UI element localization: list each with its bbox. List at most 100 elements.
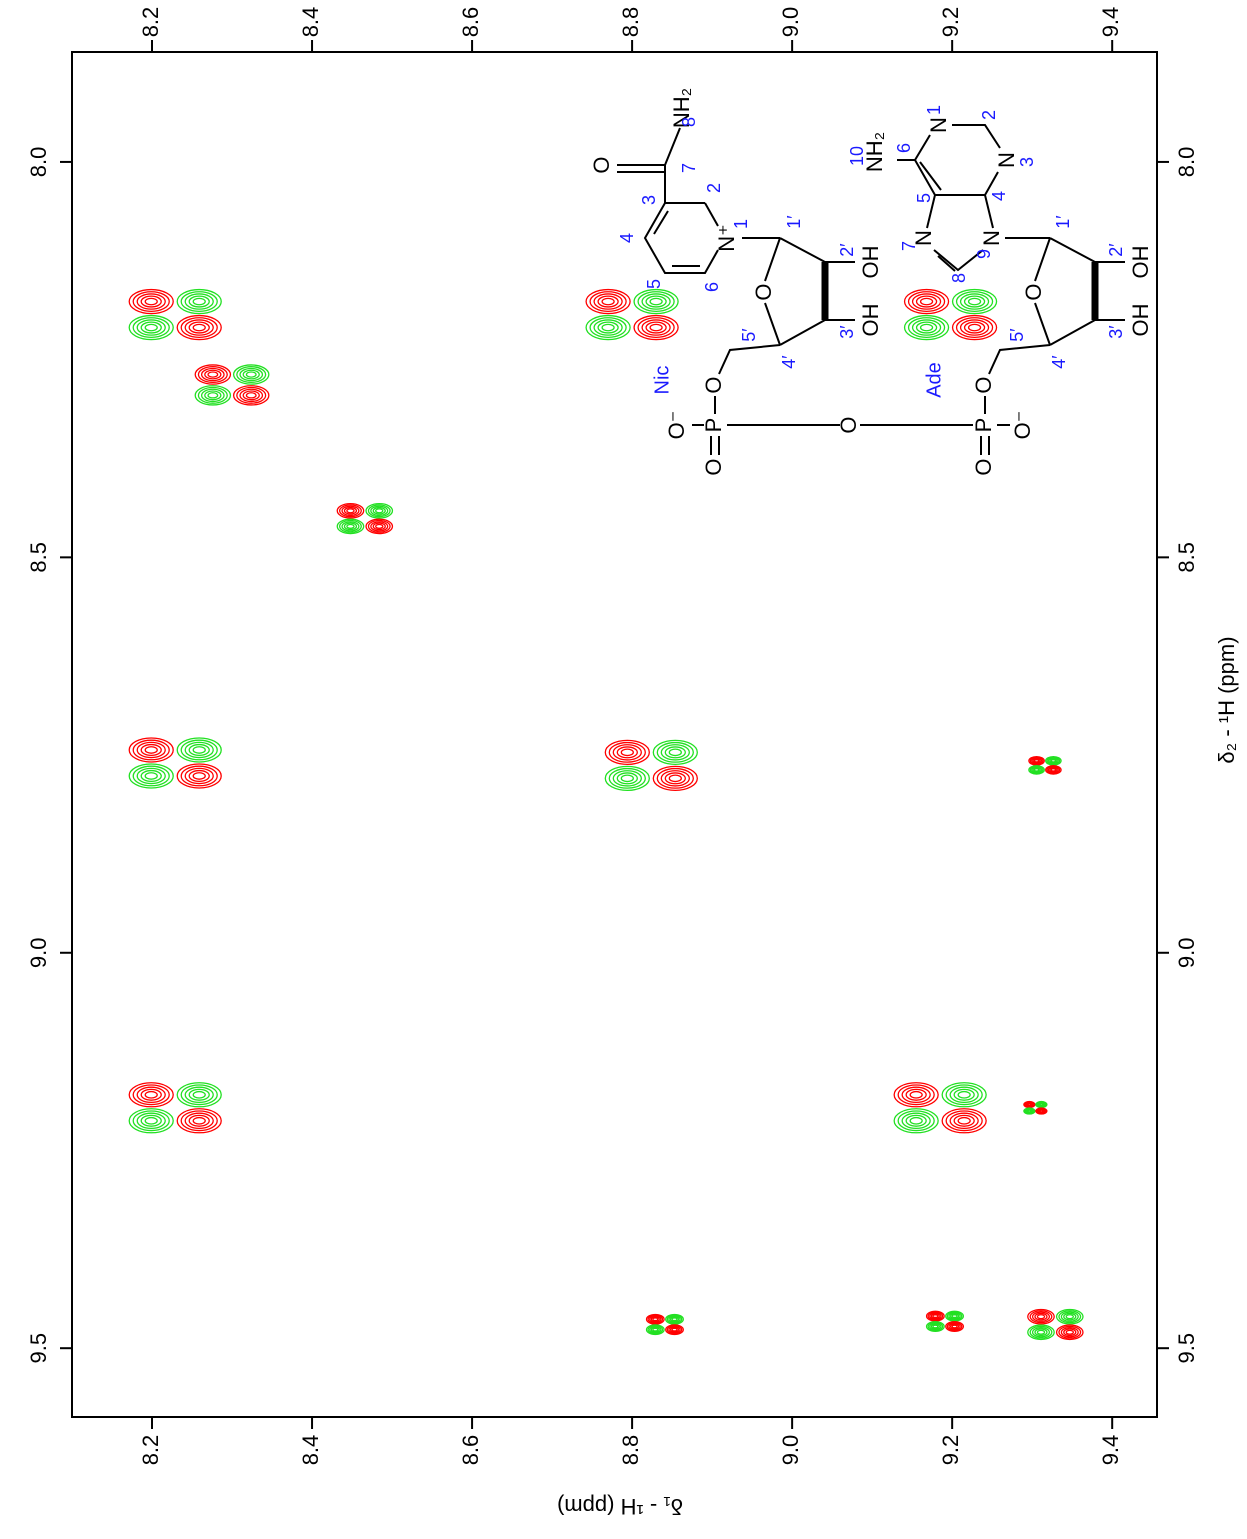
contour — [955, 291, 994, 313]
contour — [1034, 1328, 1048, 1337]
contour — [930, 1313, 941, 1319]
x-tick-label: 8.6 — [458, 1435, 483, 1466]
contour — [192, 1116, 206, 1125]
contour — [1046, 765, 1061, 774]
contour — [949, 1112, 979, 1130]
atom-number: 4 — [617, 233, 637, 243]
plot-frame — [71, 51, 1158, 1418]
contour — [188, 743, 210, 757]
contour — [664, 746, 686, 759]
contour — [200, 388, 225, 403]
atom-number: 1 — [924, 105, 944, 115]
contour — [941, 1108, 987, 1134]
contour — [204, 369, 222, 380]
atom-number: 2 — [704, 183, 724, 193]
contour — [343, 522, 358, 531]
contour — [184, 1112, 214, 1130]
contour — [370, 505, 389, 517]
contour — [909, 1090, 923, 1099]
contour — [652, 765, 698, 791]
y-tick-label: 9.5 — [26, 1333, 51, 1364]
contour — [1050, 759, 1057, 763]
contour — [1032, 767, 1041, 773]
contour — [1049, 767, 1058, 773]
contour — [633, 288, 679, 315]
atom-number: 1′ — [1053, 215, 1073, 229]
contour — [132, 317, 170, 339]
contour — [967, 297, 982, 306]
atom-number: 8 — [949, 273, 969, 283]
contour — [339, 504, 362, 518]
atom-label: O — [836, 416, 861, 433]
atom-label: N — [994, 152, 1019, 168]
contour — [346, 523, 355, 529]
atom-number: 6 — [894, 143, 914, 153]
contour — [949, 1323, 960, 1330]
contour — [669, 1316, 680, 1323]
contour — [132, 1110, 170, 1132]
contour — [652, 1317, 659, 1322]
contour — [665, 1313, 684, 1325]
contour — [180, 1084, 218, 1106]
contour — [911, 293, 942, 310]
contour — [925, 1321, 945, 1332]
atom-label: O — [1021, 283, 1046, 300]
contour — [184, 293, 214, 310]
contour — [144, 1090, 158, 1099]
contour — [915, 295, 938, 308]
contour — [346, 508, 355, 514]
contour — [180, 1110, 218, 1132]
atom-label: O⁻ — [1010, 411, 1035, 440]
contour — [919, 323, 934, 332]
contour — [903, 288, 950, 315]
contour — [184, 1086, 214, 1104]
atom-label: OH — [858, 304, 883, 337]
contour — [1027, 1324, 1055, 1341]
contour — [207, 371, 219, 378]
contour — [136, 767, 166, 785]
residue-label: Ade — [923, 362, 945, 398]
x-tick-label: 9.4 — [1098, 1435, 1123, 1466]
atom-number: 5′ — [1007, 328, 1027, 342]
atom-label: P — [701, 418, 726, 433]
contour — [666, 1314, 683, 1324]
contour — [245, 371, 257, 378]
contour — [176, 737, 222, 763]
contour — [929, 1312, 942, 1320]
contour — [365, 502, 394, 519]
contour — [1050, 768, 1057, 772]
contour — [1058, 1325, 1082, 1339]
contour — [911, 319, 942, 336]
atom-label: O — [751, 283, 776, 300]
contour — [963, 295, 986, 308]
x-tick-label: 8.8 — [618, 7, 643, 38]
contour — [204, 390, 222, 401]
contour — [589, 291, 627, 313]
contour — [652, 739, 698, 765]
contour — [946, 1311, 963, 1321]
contour — [897, 1084, 935, 1106]
atom-number: 10 — [847, 146, 867, 166]
contour — [951, 1324, 958, 1329]
contour — [656, 741, 694, 763]
contour — [967, 323, 982, 332]
x-tick-label: 8.4 — [298, 7, 323, 38]
contour — [585, 288, 631, 315]
contour — [341, 521, 360, 532]
contour — [601, 297, 615, 306]
contour — [192, 746, 206, 754]
atom-number: 5 — [914, 193, 934, 203]
contour — [953, 1088, 975, 1101]
contour — [589, 317, 627, 339]
contour — [128, 288, 174, 315]
contour — [909, 1116, 923, 1125]
contour — [585, 314, 631, 341]
atom-label: N⁺ — [714, 224, 739, 252]
contour — [946, 1321, 963, 1332]
contour — [180, 317, 218, 339]
contour — [948, 1322, 961, 1331]
contour — [1060, 1311, 1079, 1322]
atom-number: 5 — [644, 279, 664, 289]
contour — [608, 767, 646, 789]
x-axis-title: δ₁ - ¹H (ppm) — [557, 1494, 683, 1519]
